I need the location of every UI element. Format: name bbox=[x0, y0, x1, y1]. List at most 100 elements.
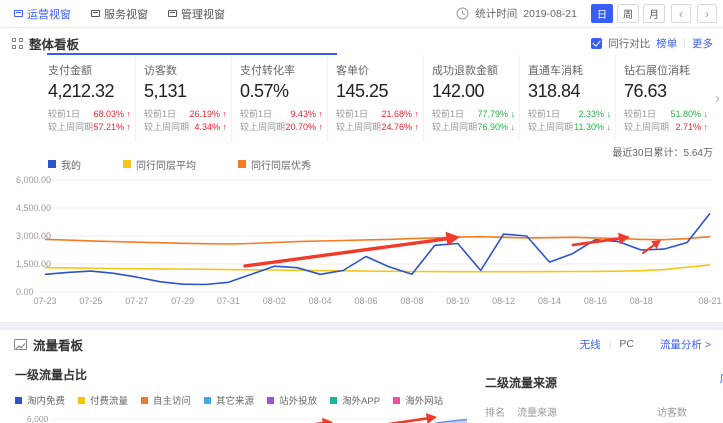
section-divider bbox=[0, 322, 723, 330]
metric-card[interactable]: 支付转化率 0.57% 较前1日 9.43% ↑ 较上周同期 20.70% ↑ bbox=[232, 55, 328, 142]
ranking-link[interactable]: 榜单 bbox=[656, 37, 678, 50]
change-vs-prev-day: 较前1日 9.43% ↑ bbox=[240, 108, 323, 121]
link-separator: | bbox=[683, 37, 686, 49]
svg-text:08-02: 08-02 bbox=[263, 296, 286, 306]
overview-chart: 0.00 1,500.00 3,000.00 4,500.00 6,000.00 07-2… bbox=[16, 175, 722, 306]
metric-value: 76.63 bbox=[624, 81, 667, 101]
period-button[interactable]: 日 bbox=[591, 4, 613, 23]
legend-item[interactable]: 我的 bbox=[48, 157, 81, 172]
peer-compare-checkbox[interactable] bbox=[591, 37, 603, 49]
overview-legend: 我的 同行同层平均 同行同层优秀 bbox=[48, 157, 723, 172]
change-vs-last-week: 较上周同期 57.21% ↑ bbox=[48, 121, 131, 134]
device-link-wireless[interactable]: 无线 bbox=[579, 338, 601, 351]
more-link[interactable]: 更多 bbox=[692, 37, 713, 50]
topbar-tab[interactable]: 运营视窗 bbox=[14, 6, 71, 22]
metric-card[interactable]: 客单价 145.25 较前1日 21.68% ↑ 较上周同期 24.76% ↑ bbox=[328, 55, 424, 142]
change-vs-last-week: 较上周同期 2.71% ↑ bbox=[624, 121, 708, 134]
metric-cards: 支付金额 4,212.32 较前1日 68.03% ↑ 较上周同期 57.21%… bbox=[40, 55, 712, 142]
prev-date-button[interactable]: ‹ bbox=[671, 4, 691, 23]
change-label: 较前1日 bbox=[624, 109, 657, 119]
cards-scroll-indicator[interactable] bbox=[47, 53, 337, 55]
change-vs-last-week: 较上周同期 76.90% ↓ bbox=[432, 121, 515, 134]
period-button[interactable]: 月 bbox=[643, 4, 665, 23]
legend-item[interactable]: 站外投放 bbox=[267, 393, 317, 407]
change-vs-prev-day: 较前1日 77.79% ↓ bbox=[432, 108, 515, 121]
metric-card[interactable]: 访客数 5,131 较前1日 26.19% ↑ 较上周同期 4.34% ↑ bbox=[136, 55, 232, 142]
device-link-pc[interactable]: PC bbox=[619, 338, 634, 350]
source-table: 排名 流量来源 访客数 下单转化率 1 我的淘宝 2,294 0.78% bbox=[485, 401, 723, 423]
trend-arrow-icon: ↓ bbox=[703, 109, 709, 119]
svg-text:08-14: 08-14 bbox=[538, 296, 561, 306]
topbar-tab[interactable]: 服务视窗 bbox=[91, 6, 148, 22]
metric-value: 5,131 bbox=[144, 81, 187, 101]
trend-arrow-icon: ↑ bbox=[703, 122, 709, 132]
metric-card[interactable]: 支付金额 4,212.32 较前1日 68.03% ↑ 较上周同期 57.21%… bbox=[40, 55, 136, 142]
metric-value: 4,212.32 bbox=[48, 81, 115, 101]
svg-text:07-23: 07-23 bbox=[33, 296, 56, 306]
legend-label: 其它来源 bbox=[216, 396, 255, 407]
topbar-tab-label: 服务视窗 bbox=[104, 8, 148, 21]
legend-label: 同行同层优秀 bbox=[251, 160, 311, 172]
change-value: 24.76% ↑ bbox=[381, 122, 419, 132]
legend-item[interactable]: 海外网站 bbox=[393, 393, 443, 407]
legend-item[interactable]: 自主访问 bbox=[141, 393, 191, 407]
shop-source-link[interactable]: 店铺来源 > bbox=[720, 371, 723, 386]
period-button[interactable]: 周 bbox=[617, 4, 639, 23]
change-value: 68.03% ↑ bbox=[93, 109, 132, 119]
metric-value: 145.25 bbox=[336, 81, 389, 101]
trend-arrow-icon: ↑ bbox=[126, 109, 132, 119]
period-switch: 日 周 月 bbox=[591, 4, 665, 23]
change-label: 较前1日 bbox=[432, 109, 465, 119]
legend-item[interactable]: 其它来源 bbox=[204, 393, 254, 407]
legend-item[interactable]: 淘外APP bbox=[330, 393, 380, 407]
period-button-label: 日 bbox=[597, 10, 607, 21]
change-value: 26.19% ↑ bbox=[189, 109, 227, 119]
change-vs-prev-day: 较前1日 2.33% ↓ bbox=[528, 108, 611, 121]
metric-title: 支付金额 bbox=[48, 65, 92, 77]
metric-title: 访客数 bbox=[144, 65, 177, 77]
legend-label: 淘内免费 bbox=[27, 396, 66, 407]
change-value: 2.33% ↓ bbox=[578, 109, 612, 119]
change-value: 21.68% ↑ bbox=[381, 109, 419, 119]
topbar-tab[interactable]: 管理视窗 bbox=[168, 6, 225, 22]
metric-card[interactable]: 钻石展位消耗 76.63 较前1日 51.80% ↓ 较上周同期 2.71% ↑ bbox=[616, 55, 712, 142]
more-cards-button[interactable]: › bbox=[712, 55, 723, 142]
svg-text:07-27: 07-27 bbox=[125, 296, 148, 306]
change-value: 4.34% ↑ bbox=[194, 122, 227, 132]
topbar-tab-label: 管理视窗 bbox=[181, 8, 225, 21]
dashboard-icon bbox=[12, 37, 23, 49]
clock-icon bbox=[456, 7, 469, 20]
col-source: 流量来源 bbox=[517, 407, 557, 419]
legend-swatch bbox=[78, 396, 86, 404]
period-button-label: 周 bbox=[623, 10, 633, 21]
traffic-analysis-link[interactable]: 流量分析 > bbox=[659, 338, 711, 351]
legend-swatch bbox=[393, 396, 401, 404]
svg-text:08-04: 08-04 bbox=[309, 296, 332, 306]
trend-arrow-icon: ↑ bbox=[318, 122, 324, 132]
chevron-left-icon: ‹ bbox=[679, 6, 683, 21]
legend-item[interactable]: 同行同层平均 bbox=[123, 157, 196, 172]
svg-text:08-18: 08-18 bbox=[630, 296, 653, 306]
metric-title: 直通车消耗 bbox=[528, 65, 583, 77]
metric-card[interactable]: 成功退款金额 142.00 较前1日 77.79% ↓ 较上周同期 76.90%… bbox=[424, 55, 520, 142]
legend-item[interactable]: 同行同层优秀 bbox=[238, 157, 311, 172]
legend-swatch bbox=[267, 396, 275, 404]
svg-text:08-08: 08-08 bbox=[400, 296, 423, 306]
next-date-button[interactable]: › bbox=[697, 4, 717, 23]
change-label: 较前1日 bbox=[144, 109, 177, 119]
legend-item[interactable]: 淘内免费 bbox=[15, 393, 65, 407]
trend-arrow-icon: ↓ bbox=[606, 109, 612, 119]
main-tabs: 运营视窗 服务视窗 管理视窗 bbox=[14, 6, 225, 22]
stat-date: 2019-08-21 bbox=[523, 7, 577, 20]
peer-compare-label: 同行对比 bbox=[608, 37, 651, 50]
metric-title: 成功退款金额 bbox=[432, 65, 498, 77]
change-label: 较上周同期 bbox=[528, 122, 574, 132]
change-value: 57.21% ↑ bbox=[93, 122, 131, 132]
legend-label: 站外投放 bbox=[279, 396, 318, 407]
overview-header: 整体看板 同行对比 榜单 | 更多 bbox=[0, 33, 723, 53]
window-icon bbox=[91, 10, 100, 17]
legend-item[interactable]: 付费流量 bbox=[78, 393, 128, 407]
change-value: 51.80% ↓ bbox=[670, 109, 709, 119]
device-separator: | bbox=[608, 338, 612, 350]
metric-card[interactable]: 直通车消耗 318.84 较前1日 2.33% ↓ 较上周同期 11.30% ↓ bbox=[520, 55, 616, 142]
